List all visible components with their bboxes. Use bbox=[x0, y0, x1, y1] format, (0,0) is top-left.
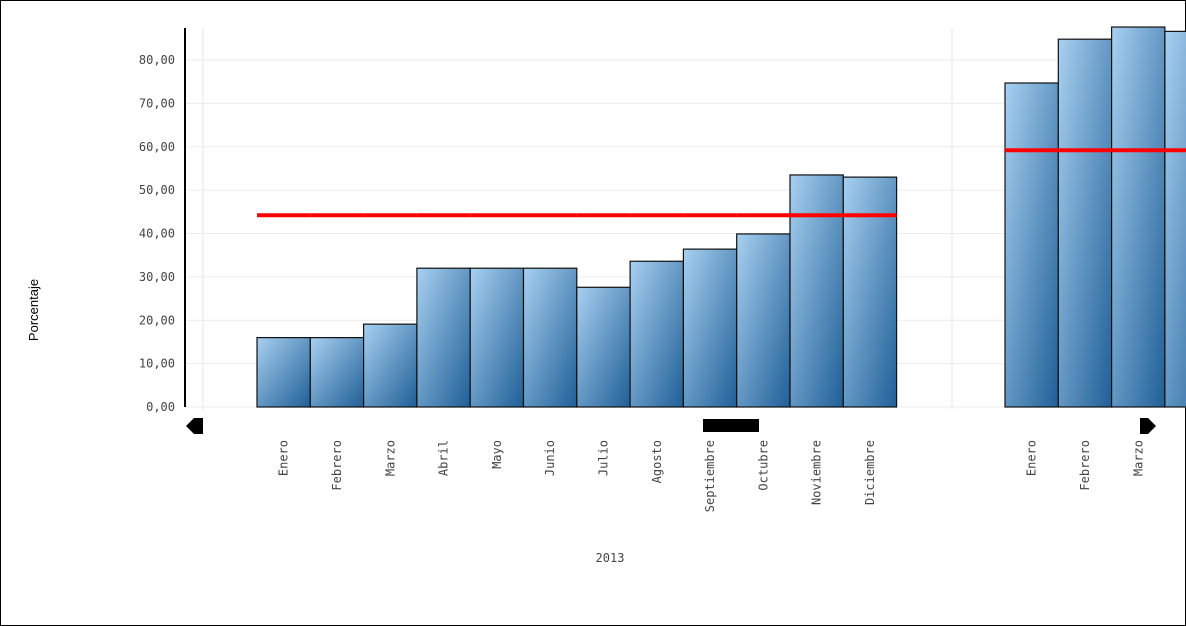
y-tick-label: 20,00 bbox=[139, 313, 175, 327]
x-tick-label: Abril bbox=[437, 440, 451, 476]
bar bbox=[789, 174, 844, 408]
x-tick-label: Septiembre bbox=[703, 440, 717, 512]
bar bbox=[736, 233, 791, 408]
bar bbox=[1110, 26, 1166, 408]
scroll-left[interactable] bbox=[186, 418, 203, 434]
bar bbox=[256, 337, 311, 408]
bar bbox=[1057, 38, 1113, 408]
bar bbox=[842, 176, 898, 408]
bar bbox=[1164, 30, 1186, 408]
bar bbox=[682, 248, 738, 408]
y-tick-label: 70,00 bbox=[139, 96, 175, 110]
y-tick-label: 0,00 bbox=[146, 400, 175, 414]
x-tick-label: Enero bbox=[277, 440, 291, 476]
x-tick-label: Mayo bbox=[490, 440, 504, 469]
x-tick-label: Enero bbox=[1025, 440, 1039, 476]
bar bbox=[363, 323, 418, 408]
y-tick-label: 40,00 bbox=[139, 227, 175, 241]
y-tick-label: 50,00 bbox=[139, 183, 175, 197]
x-tick-label: Junio bbox=[543, 440, 557, 476]
x-tick-label: Octubre bbox=[756, 440, 770, 491]
y-tick-label: 30,00 bbox=[139, 270, 175, 284]
y-axis-label: Porcentaje bbox=[26, 279, 41, 341]
y-tick-label: 80,00 bbox=[139, 53, 175, 67]
y-tick-label: 60,00 bbox=[139, 140, 175, 154]
bar bbox=[1004, 82, 1059, 408]
scroll-right[interactable] bbox=[1140, 418, 1156, 434]
x-tick-label: Marzo bbox=[1131, 440, 1145, 476]
x-tick-label: Febrero bbox=[1078, 440, 1092, 491]
y-tick-label: 10,00 bbox=[139, 357, 175, 371]
x-tick-label: Marzo bbox=[383, 440, 397, 476]
bar bbox=[309, 337, 365, 408]
scroll-thumb[interactable] bbox=[703, 419, 759, 432]
bar bbox=[416, 267, 471, 408]
bar bbox=[522, 267, 578, 408]
x-tick-label: Noviembre bbox=[810, 440, 824, 505]
x-tick-label: Julio bbox=[596, 440, 610, 476]
x-tick-label: Diciembre bbox=[863, 440, 877, 505]
bar bbox=[576, 286, 631, 408]
x-tick-label: Febrero bbox=[330, 440, 344, 491]
group-label: 2013 bbox=[596, 551, 625, 565]
bar bbox=[469, 267, 525, 408]
bar bbox=[629, 260, 684, 408]
x-tick-label: Agosto bbox=[650, 440, 664, 483]
